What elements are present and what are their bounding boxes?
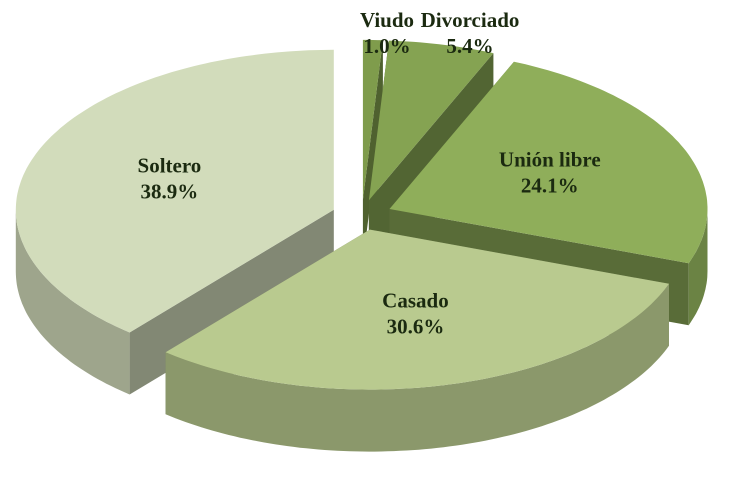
slice [362, 39, 383, 262]
slice-label: Divorciado [421, 8, 520, 32]
slice-value-label: 30.6% [387, 314, 445, 338]
slice-wall [15, 209, 130, 395]
slice-value-label: 24.1% [521, 174, 579, 198]
slice-top [389, 61, 708, 264]
slice-top [15, 49, 334, 333]
slice-side [362, 40, 383, 262]
slice-value-label: 5.4% [446, 34, 493, 58]
slice [165, 229, 669, 452]
slice-label: Unión libre [499, 148, 601, 172]
slice-label: Casado [382, 288, 449, 312]
slice-value-label: 1.0% [363, 34, 410, 58]
slice-label: Viudo [360, 8, 414, 32]
slice-wall [688, 209, 708, 326]
slice-top [368, 40, 494, 201]
slice-top [165, 229, 669, 390]
slice-wall [165, 283, 669, 452]
slice-label: Soltero [138, 154, 202, 178]
slice-value-label: 38.9% [141, 180, 199, 204]
slice-top [362, 39, 383, 200]
